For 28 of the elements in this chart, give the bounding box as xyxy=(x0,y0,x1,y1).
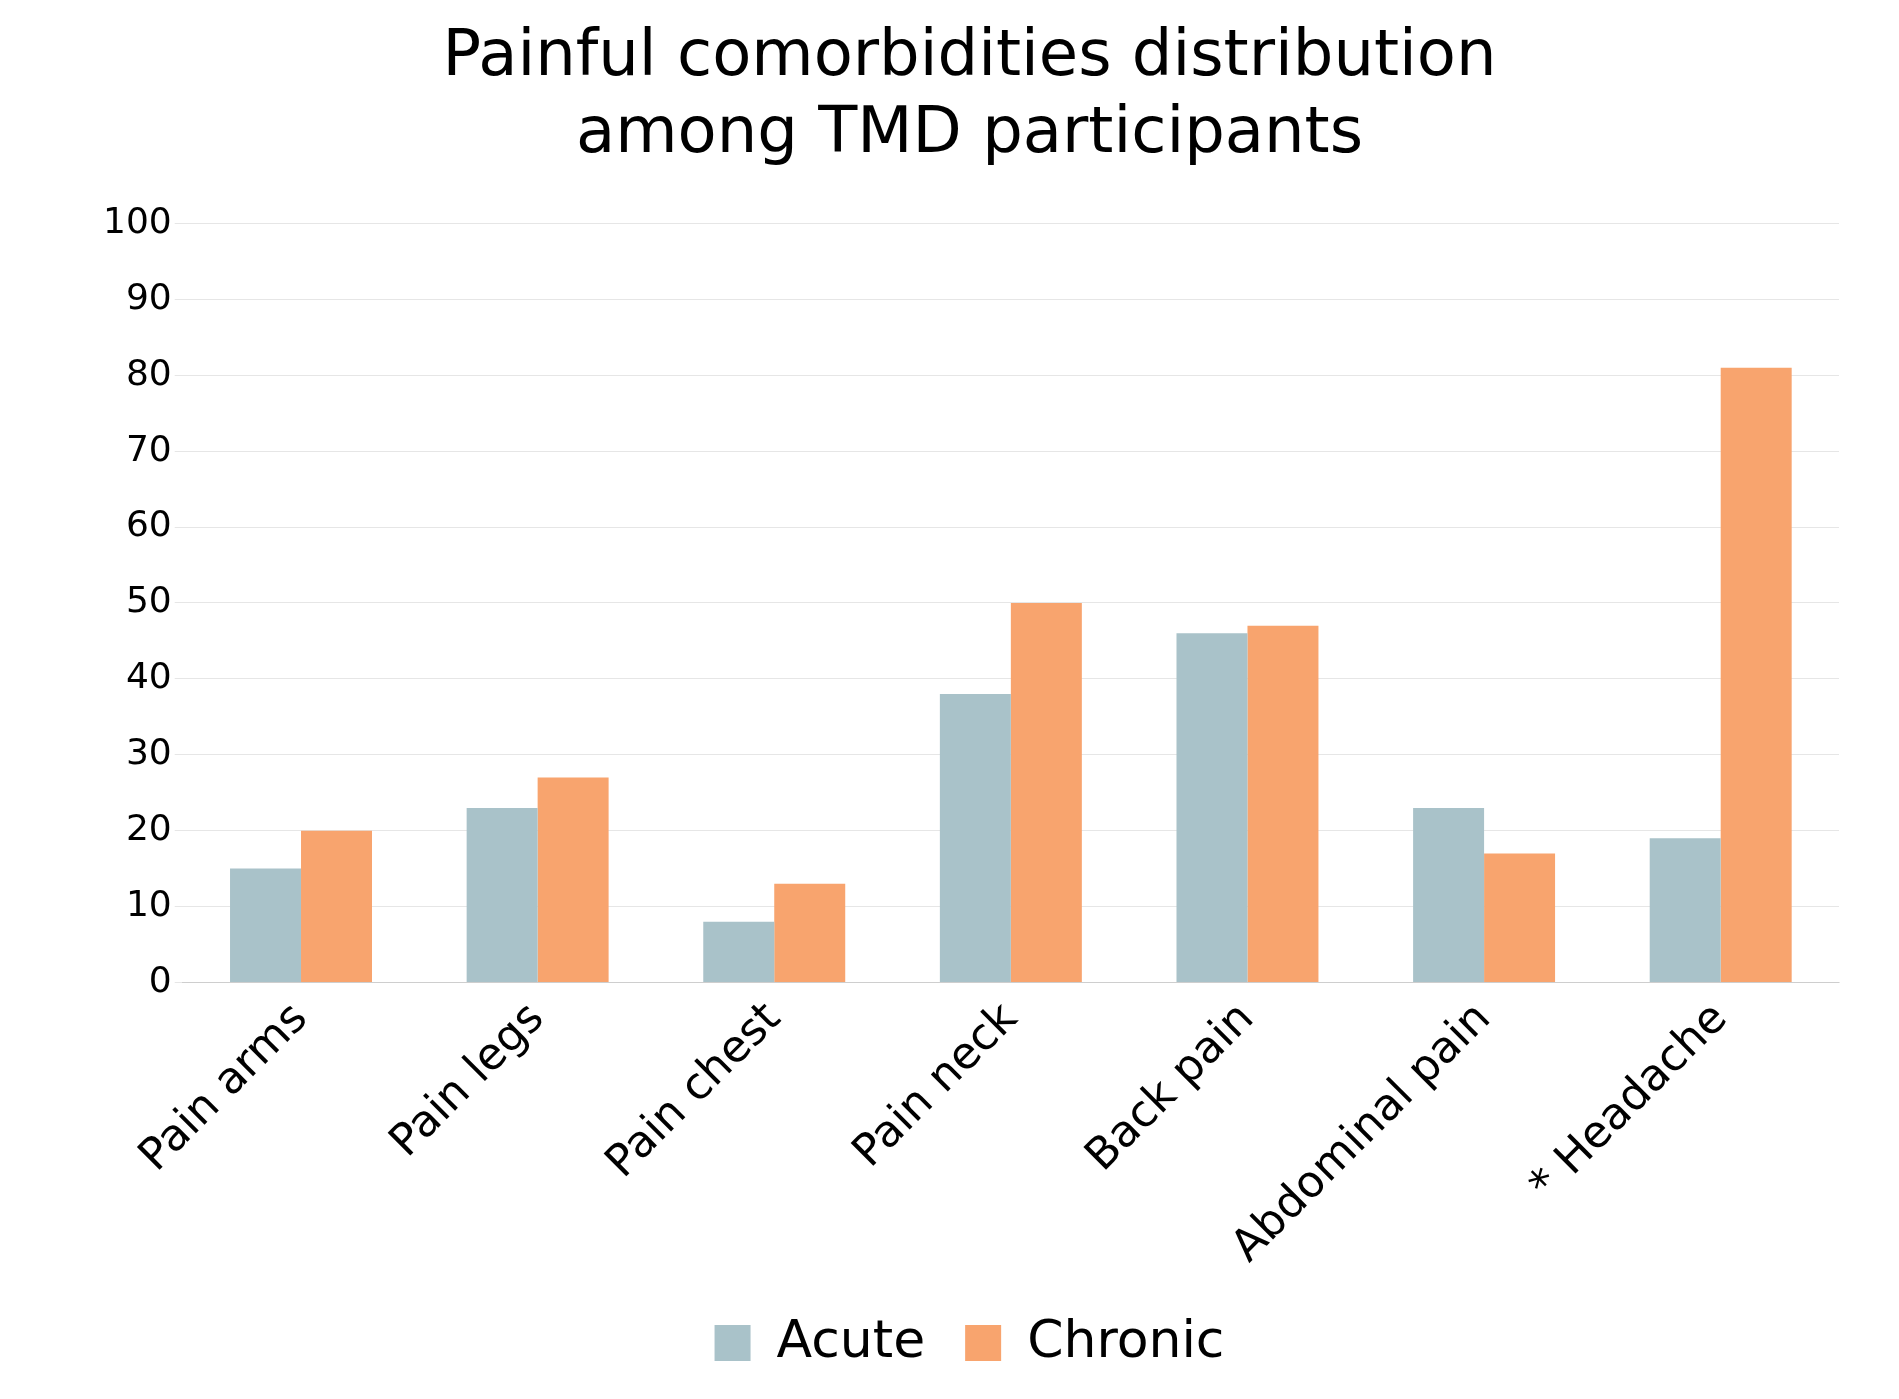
bar xyxy=(703,921,775,982)
bar xyxy=(774,883,846,982)
legend-label: Acute xyxy=(776,1308,926,1369)
bar xyxy=(1720,367,1792,982)
bar xyxy=(230,868,302,982)
bar xyxy=(1649,838,1721,982)
bar xyxy=(1176,633,1248,982)
y-tick-label: 30 xyxy=(125,731,172,773)
legend-label: Chronic xyxy=(1027,1308,1225,1369)
y-tick-label: 0 xyxy=(148,958,172,1000)
bar xyxy=(301,830,372,982)
y-tick-label: 100 xyxy=(102,199,172,241)
bar xyxy=(1247,625,1319,982)
bar xyxy=(1010,603,1082,982)
chart-title: Painful comorbidities distribution among TMD participants xyxy=(442,16,1497,167)
bar xyxy=(537,777,609,982)
y-tick-label: 40 xyxy=(125,655,172,697)
y-tick-label: 90 xyxy=(125,275,172,317)
bar xyxy=(1413,807,1485,982)
y-tick-label: 80 xyxy=(125,351,172,393)
y-tick-label: 20 xyxy=(125,807,172,848)
bar xyxy=(466,807,538,982)
y-tick-label: 50 xyxy=(125,579,172,621)
y-tick-label: 60 xyxy=(125,503,172,545)
bar xyxy=(1484,853,1556,982)
bar xyxy=(939,694,1011,982)
y-tick-label: 70 xyxy=(125,427,172,469)
y-tick-label: 10 xyxy=(125,882,172,924)
